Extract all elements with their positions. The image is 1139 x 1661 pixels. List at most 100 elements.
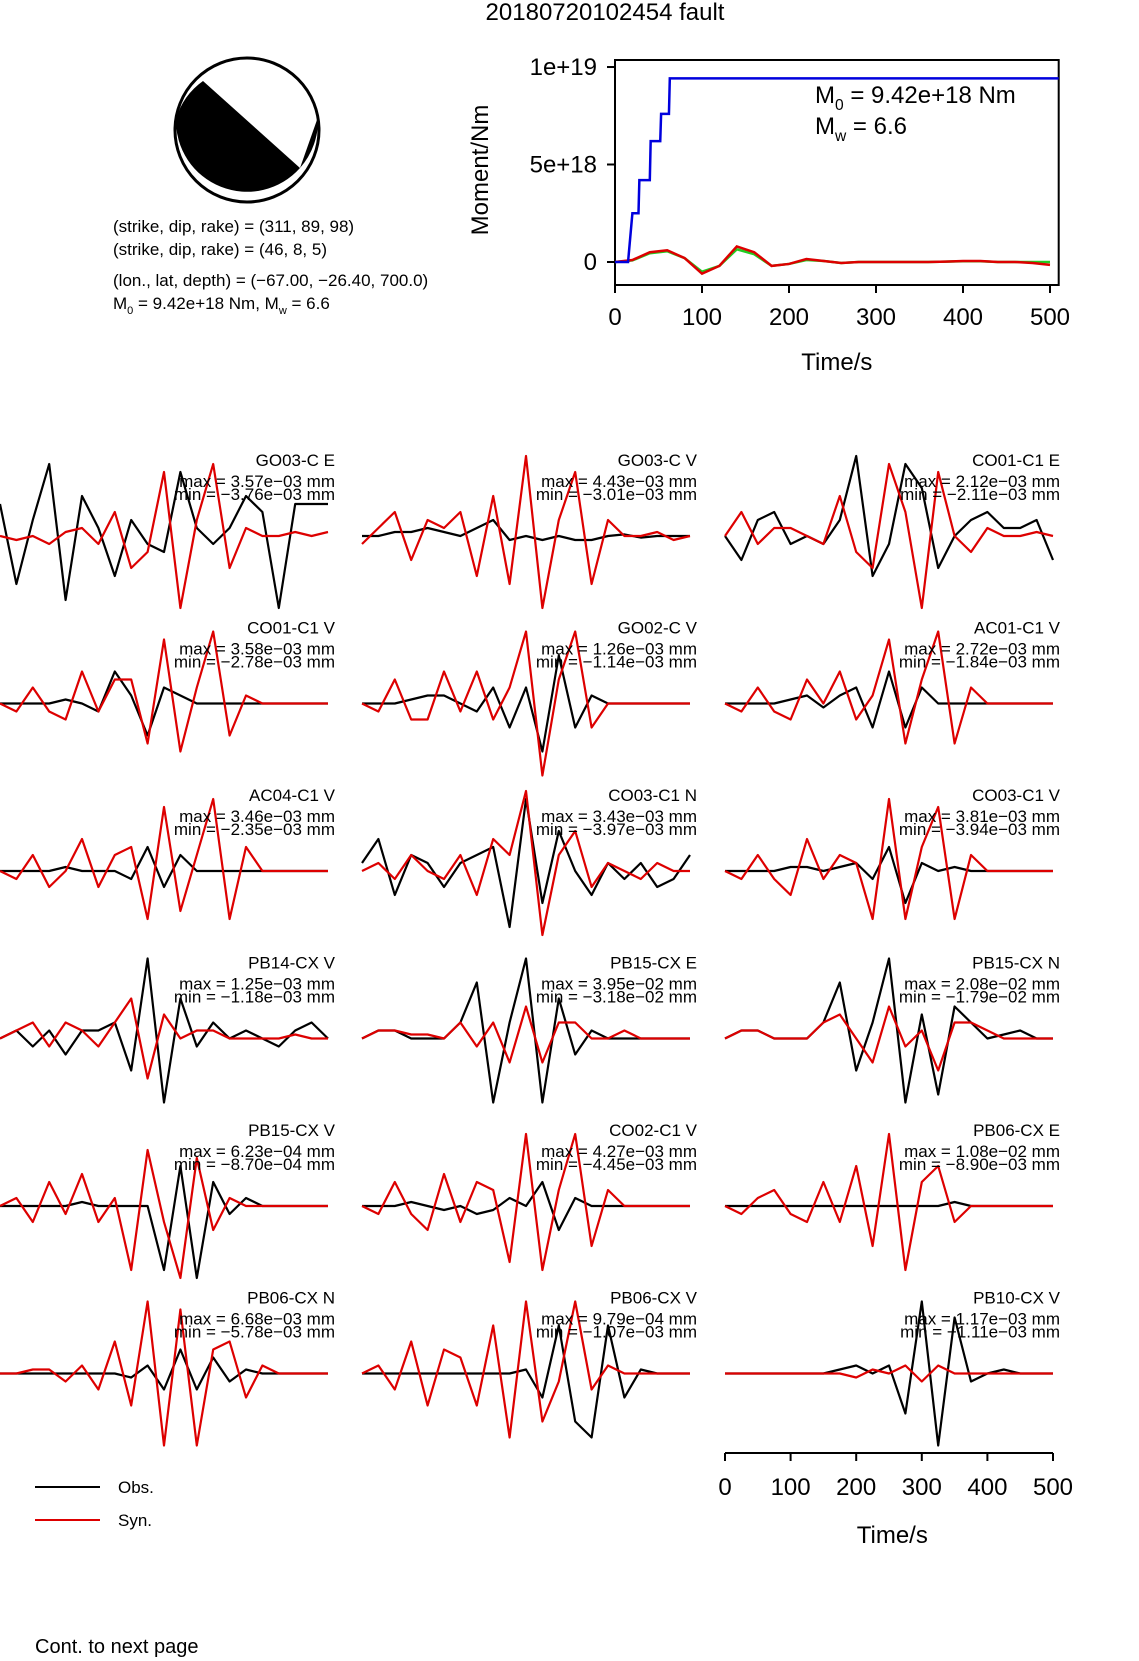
waveform bbox=[724, 797, 1053, 921]
min-label: min = −3.18e−02 mm bbox=[536, 988, 697, 1007]
waveform bbox=[361, 454, 691, 610]
station-label: CO01-C1 E bbox=[972, 451, 1060, 470]
max-label: max = 6.68e−03 mm bbox=[179, 1310, 335, 1329]
waveform bbox=[0, 1300, 328, 1447]
x-axis-label: Time/s bbox=[801, 349, 872, 376]
min-label: min = −1.14e−03 mm bbox=[536, 653, 697, 672]
min-label: min = −3.97e−03 mm bbox=[536, 820, 697, 839]
moment-line: M0 = 9.42e+18 Nm, Mw = 6.6 bbox=[113, 294, 330, 317]
min-label: min = −3.94e−03 mm bbox=[899, 820, 1060, 839]
waveform bbox=[361, 630, 690, 777]
station-label: PB15-CX V bbox=[248, 1121, 336, 1140]
station-label: PB06-CX E bbox=[973, 1121, 1060, 1140]
min-label: min = −2.35e−03 mm bbox=[174, 820, 335, 839]
max-label: max = 3.95e−02 mm bbox=[541, 975, 697, 994]
max-label: max = 3.81e−03 mm bbox=[904, 807, 1060, 826]
min-label: min = −3.01e−03 mm bbox=[536, 485, 697, 504]
waveform bbox=[725, 1364, 1053, 1383]
waveform bbox=[0, 630, 328, 753]
station-label: CO01-C1 V bbox=[247, 619, 336, 638]
min-label: min = −1.18e−03 mm bbox=[174, 988, 335, 1007]
x-tick-label: 200 bbox=[769, 304, 809, 331]
min-label: min = −5.78e−03 mm bbox=[174, 1323, 335, 1342]
waveform bbox=[0, 1148, 328, 1280]
min-label: min = −1.79e−02 mm bbox=[899, 988, 1060, 1007]
min-label: min = −3.76e−03 mm bbox=[174, 485, 335, 504]
waveform bbox=[724, 630, 1053, 745]
text-part: = 9.42e+18 Nm, M bbox=[133, 294, 279, 313]
text-part: M bbox=[113, 294, 127, 313]
station-label: GO03-C V bbox=[618, 451, 698, 470]
waveform bbox=[0, 845, 328, 889]
x-tick-label: 200 bbox=[836, 1474, 876, 1501]
moment-curve bbox=[614, 244, 1051, 276]
x-tick-label: 0 bbox=[718, 1474, 731, 1501]
mechanism-line: (strike, dip, rake) = (311, 89, 98) bbox=[113, 217, 354, 236]
station-label: AC01-C1 V bbox=[974, 619, 1061, 638]
x-tick-label: 0 bbox=[608, 304, 621, 331]
max-label: max = 3.43e−03 mm bbox=[541, 807, 697, 826]
y-tick-label: 1e+19 bbox=[530, 54, 597, 81]
station-label: PB14-CX V bbox=[248, 954, 336, 973]
station-label: GO02-C V bbox=[618, 619, 698, 638]
max-label: max = 1.25e−03 mm bbox=[179, 975, 335, 994]
waveform bbox=[0, 462, 329, 610]
max-label: max = 2.12e−03 mm bbox=[904, 472, 1060, 491]
waveform bbox=[361, 1132, 690, 1272]
min-label: min = −2.78e−03 mm bbox=[174, 653, 335, 672]
waveform bbox=[0, 797, 328, 921]
beachball bbox=[173, 56, 321, 204]
station-label: CO03-C1 V bbox=[972, 786, 1061, 805]
waveform bbox=[724, 454, 1055, 578]
station-label: AC04-C1 V bbox=[249, 786, 336, 805]
max-label: max = 3.46e−03 mm bbox=[179, 807, 335, 826]
waveform bbox=[361, 1005, 690, 1064]
station-label: PB10-CX V bbox=[973, 1289, 1061, 1308]
legend-label: Syn. bbox=[118, 1511, 152, 1530]
figure-title: 20180720102454 fault bbox=[486, 0, 725, 26]
max-label: max = 4.27e−03 mm bbox=[541, 1142, 697, 1161]
waveform bbox=[724, 1132, 1053, 1272]
waveform bbox=[361, 789, 690, 937]
max-label: max = 1.17e−03 mm bbox=[904, 1310, 1060, 1329]
text-part: M bbox=[815, 82, 835, 109]
mechanism-line: (lon., lat, depth) = (−67.00, −26.40, 70… bbox=[113, 271, 428, 290]
station-label: PB15-CX N bbox=[972, 954, 1060, 973]
subscript: 0 bbox=[127, 305, 133, 317]
mechanism-line: (strike, dip, rake) = (46, 8, 5) bbox=[113, 240, 327, 259]
waveform bbox=[361, 1300, 690, 1439]
legend-label: Obs. bbox=[118, 1478, 154, 1497]
waveform bbox=[361, 957, 690, 1104]
min-label: min = −1.84e−03 mm bbox=[899, 653, 1060, 672]
station-label: PB15-CX E bbox=[610, 954, 697, 973]
x-tick-label: 400 bbox=[967, 1474, 1007, 1501]
plot-frame bbox=[614, 59, 1060, 286]
x-axis-label: Time/s bbox=[857, 1522, 928, 1549]
waveform bbox=[724, 1005, 1053, 1072]
max-label: max = 3.58e−03 mm bbox=[179, 640, 335, 659]
waveform bbox=[0, 462, 328, 610]
x-tick-label: 100 bbox=[771, 1474, 811, 1501]
x-tick-label: 100 bbox=[682, 304, 722, 331]
x-tick-label: 500 bbox=[1030, 304, 1070, 331]
text-part: = 6.6 bbox=[846, 113, 907, 140]
station-label: PB06-CX V bbox=[610, 1289, 698, 1308]
min-label: min = −1.11e−03 mm bbox=[900, 1323, 1060, 1342]
max-label: max = 9.79e−04 mm bbox=[541, 1310, 697, 1329]
max-label: max = 6.23e−04 mm bbox=[179, 1142, 335, 1161]
text-part: M bbox=[815, 113, 835, 140]
min-label: min = −4.45e−03 mm bbox=[536, 1155, 697, 1174]
y-axis-label: Moment/Nm bbox=[467, 105, 494, 236]
min-label: min = −2.11e−03 mm bbox=[900, 485, 1060, 504]
min-label: min = −1.07e−03 mm bbox=[536, 1323, 697, 1342]
max-label: max = 4.43e−03 mm bbox=[541, 472, 697, 491]
waveform bbox=[0, 997, 328, 1080]
x-tick-label: 300 bbox=[902, 1474, 942, 1501]
waveform bbox=[725, 845, 1053, 905]
max-label: max = 3.57e−03 mm bbox=[179, 472, 335, 491]
station-label: CO02-C1 V bbox=[609, 1121, 698, 1140]
annotation: Mw = 6.6 bbox=[815, 113, 907, 145]
waveform bbox=[362, 1324, 690, 1439]
moment-curve bbox=[615, 77, 1059, 264]
